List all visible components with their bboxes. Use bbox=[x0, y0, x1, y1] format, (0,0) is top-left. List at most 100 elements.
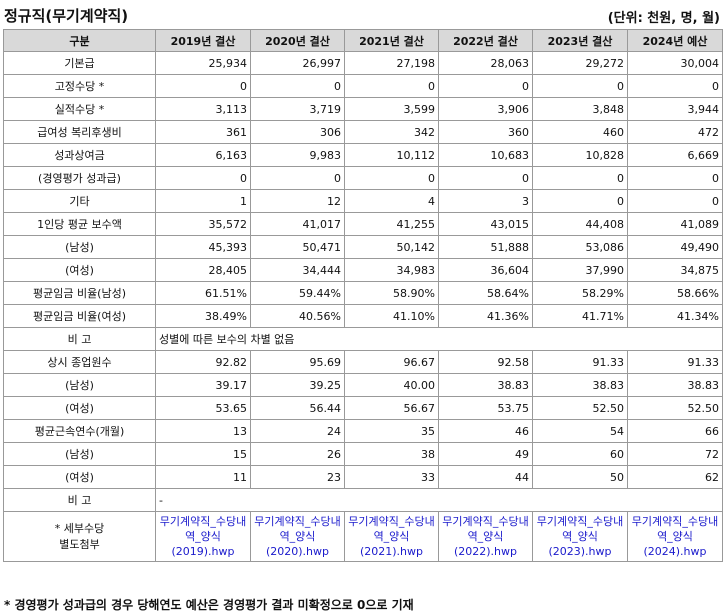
value-cell: 46 bbox=[438, 419, 533, 443]
footnote: * 경영평가 성과급의 경우 당해연도 예산은 경영평가 결과 미확정으로 0으… bbox=[4, 598, 414, 612]
value-cell: 3,906 bbox=[438, 97, 533, 121]
value-cell: 13 bbox=[155, 419, 251, 443]
table-row: 실적수당 * 3,113 3,719 3,599 3,906 3,848 3,944 bbox=[3, 97, 723, 121]
salary-table: 구분 2019년 결산 2020년 결산 2021년 결산 2022년 결산 2… bbox=[3, 29, 723, 562]
table-row: 상시 종업원수 92.82 95.69 96.67 92.58 91.33 91.33 bbox=[3, 350, 723, 374]
value-cell: 53.65 bbox=[155, 396, 251, 420]
value-cell: 50 bbox=[532, 465, 628, 489]
table-row: (남성) 15 26 38 49 60 72 bbox=[3, 442, 723, 466]
value-cell: 342 bbox=[344, 120, 439, 144]
value-cell: 50,142 bbox=[344, 235, 439, 259]
attachment-file-link[interactable]: 무기계약직_수당내역_양식(2022).hwp bbox=[438, 511, 533, 562]
note-row: 비 고 성별에 따른 보수의 차별 없음 bbox=[3, 327, 723, 351]
header-cell: 2021년 결산 bbox=[344, 29, 439, 52]
value-cell: 91.33 bbox=[532, 350, 628, 374]
row-label: 기본급 bbox=[3, 51, 156, 75]
value-cell: 10,112 bbox=[344, 143, 439, 167]
value-cell: 38.83 bbox=[532, 373, 628, 397]
value-cell: 3,113 bbox=[155, 97, 251, 121]
table-row: 성과상여금 6,163 9,983 10,112 10,683 10,828 6,669 bbox=[3, 143, 723, 167]
table-row: (남성) 39.17 39.25 40.00 38.83 38.83 38.83 bbox=[3, 373, 723, 397]
attachment-file-link[interactable]: 무기계약직_수당내역_양식(2020).hwp bbox=[250, 511, 345, 562]
value-cell: 72 bbox=[627, 442, 723, 466]
value-cell: 52.50 bbox=[532, 396, 628, 420]
value-cell: 3,944 bbox=[627, 97, 723, 121]
attachment-file-link[interactable]: 무기계약직_수당내역_양식(2019).hwp bbox=[155, 511, 251, 562]
value-cell: 3 bbox=[438, 189, 533, 213]
value-cell: 28,405 bbox=[155, 258, 251, 282]
value-cell: 41.34% bbox=[627, 304, 723, 328]
value-cell: 38.49% bbox=[155, 304, 251, 328]
value-cell: 40.56% bbox=[250, 304, 345, 328]
value-cell: 0 bbox=[627, 189, 723, 213]
row-label: (여성) bbox=[3, 258, 156, 282]
value-cell: 0 bbox=[155, 74, 251, 98]
value-cell: 41.71% bbox=[532, 304, 628, 328]
value-cell: 39.17 bbox=[155, 373, 251, 397]
value-cell: 0 bbox=[155, 166, 251, 190]
header-cell: 2024년 예산 bbox=[627, 29, 723, 52]
page-title: 정규직(무기계약직) bbox=[4, 7, 129, 25]
attachment-file-link[interactable]: 무기계약직_수당내역_양식(2021).hwp bbox=[344, 511, 439, 562]
header-cell: 2020년 결산 bbox=[250, 29, 345, 52]
value-cell: 38 bbox=[344, 442, 439, 466]
value-cell: 40.00 bbox=[344, 373, 439, 397]
value-cell: 58.29% bbox=[532, 281, 628, 305]
value-cell: 91.33 bbox=[627, 350, 723, 374]
value-cell: 0 bbox=[532, 166, 628, 190]
value-cell: 29,272 bbox=[532, 51, 628, 75]
value-cell: 38.83 bbox=[438, 373, 533, 397]
header-cell: 2022년 결산 bbox=[438, 29, 533, 52]
table-row: 고정수당 * 0 0 0 0 0 0 bbox=[3, 74, 723, 98]
value-cell: 30,004 bbox=[627, 51, 723, 75]
row-label: 1인당 평균 보수액 bbox=[3, 212, 156, 236]
value-cell: 34,875 bbox=[627, 258, 723, 282]
value-cell: 35 bbox=[344, 419, 439, 443]
value-cell: 0 bbox=[438, 166, 533, 190]
attachment-file-link[interactable]: 무기계약직_수당내역_양식(2023).hwp bbox=[532, 511, 628, 562]
value-cell: 3,848 bbox=[532, 97, 628, 121]
value-cell: 60 bbox=[532, 442, 628, 466]
value-cell: 460 bbox=[532, 120, 628, 144]
value-cell: 0 bbox=[627, 166, 723, 190]
row-label: 상시 종업원수 bbox=[3, 350, 156, 374]
row-label: (남성) bbox=[3, 235, 156, 259]
value-cell: 361 bbox=[155, 120, 251, 144]
row-label: 기타 bbox=[3, 189, 156, 213]
attachment-label-line: 별도첨부 bbox=[59, 537, 100, 551]
value-cell: 52.50 bbox=[627, 396, 723, 420]
value-cell: 33 bbox=[344, 465, 439, 489]
note-row: 비 고- bbox=[3, 488, 723, 512]
value-cell: 58.64% bbox=[438, 281, 533, 305]
value-cell: 92.82 bbox=[155, 350, 251, 374]
table-row: (여성) 53.65 56.44 56.67 53.75 52.50 52.50 bbox=[3, 396, 723, 420]
value-cell: 58.90% bbox=[344, 281, 439, 305]
value-cell: 11 bbox=[155, 465, 251, 489]
value-cell: 56.44 bbox=[250, 396, 345, 420]
value-cell: 56.67 bbox=[344, 396, 439, 420]
table-row: (남성) 45,393 50,471 50,142 51,888 53,086 49,490 bbox=[3, 235, 723, 259]
value-cell: 0 bbox=[250, 166, 345, 190]
value-cell: 0 bbox=[532, 189, 628, 213]
row-label: (여성) bbox=[3, 396, 156, 420]
value-cell: 24 bbox=[250, 419, 345, 443]
value-cell: 62 bbox=[627, 465, 723, 489]
header: 정규직(무기계약직) (단위: 천원, 명, 월) bbox=[4, 4, 722, 26]
unit-label: (단위: 천원, 명, 월) bbox=[607, 11, 720, 26]
row-label: 급여성 복리후생비 bbox=[3, 120, 156, 144]
value-cell: 0 bbox=[344, 74, 439, 98]
value-cell: 3,719 bbox=[250, 97, 345, 121]
value-cell: 0 bbox=[344, 166, 439, 190]
value-cell: 27,198 bbox=[344, 51, 439, 75]
value-cell: 54 bbox=[532, 419, 628, 443]
value-cell: 10,683 bbox=[438, 143, 533, 167]
value-cell: 49 bbox=[438, 442, 533, 466]
value-cell: 96.67 bbox=[344, 350, 439, 374]
attachment-file-link[interactable]: 무기계약직_수당내역_양식(2024).hwp bbox=[627, 511, 723, 562]
table-row: (여성) 11 23 33 44 50 62 bbox=[3, 465, 723, 489]
value-cell: 44,408 bbox=[532, 212, 628, 236]
header-row: 구분 2019년 결산 2020년 결산 2021년 결산 2022년 결산 2… bbox=[3, 29, 723, 52]
row-label: 평균임금 비율(여성) bbox=[3, 304, 156, 328]
value-cell: 59.44% bbox=[250, 281, 345, 305]
table-row: 평균근속연수(개월) 13 24 35 46 54 66 bbox=[3, 419, 723, 443]
